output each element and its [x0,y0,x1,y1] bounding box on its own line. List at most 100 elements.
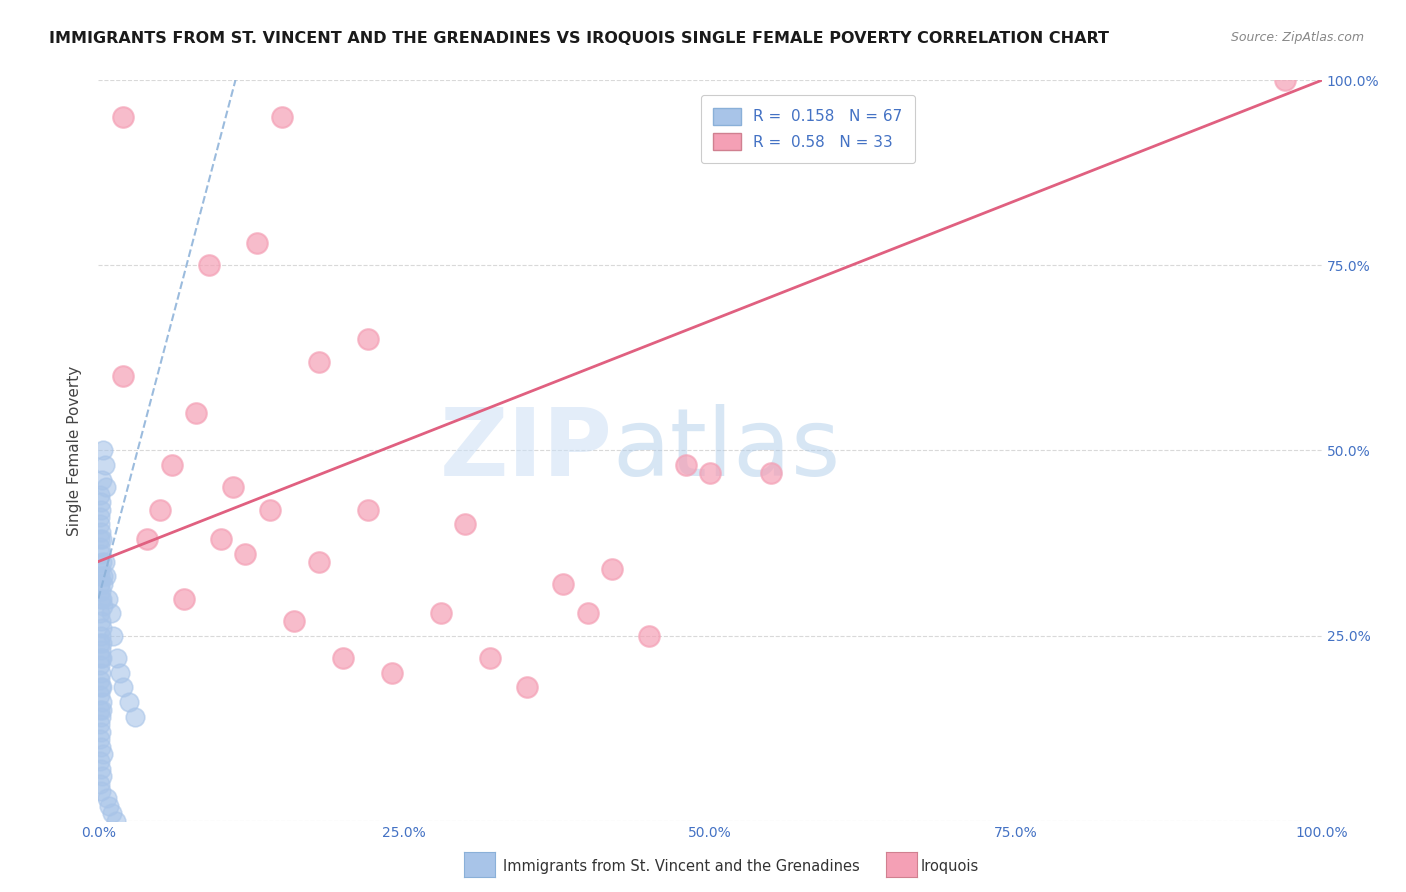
Point [94,569,117,583]
Point [93,555,115,569]
Point [90,628,112,642]
Point [90,495,112,509]
Point [233,547,256,561]
Point [90,547,112,561]
Point [332,650,354,665]
Point [454,517,477,532]
Point [197,259,219,273]
Point [91,636,114,650]
Point [553,576,575,591]
Point [91,569,114,583]
Text: atlas: atlas [612,404,841,497]
Point [89,636,111,650]
Point [209,533,232,547]
Point [160,458,183,473]
Point [90,665,112,680]
Point [90,681,112,695]
Point [110,665,132,680]
Point [94,480,117,494]
Point [104,814,127,828]
Point [89,569,111,583]
Point [283,614,305,628]
Point [270,111,294,125]
Point [576,607,599,621]
Point [89,533,111,547]
Point [89,776,111,791]
Point [90,650,112,665]
Text: Source: ZipAtlas.com: Source: ZipAtlas.com [1230,31,1364,45]
Point [381,665,404,680]
Point [89,540,111,554]
Point [101,806,124,821]
Point [90,584,112,599]
Point [90,614,112,628]
Point [430,607,453,621]
Point [91,591,114,606]
Point [101,628,124,642]
Point [89,488,111,502]
Point [91,681,114,695]
Point [246,236,269,251]
Point [222,480,245,494]
Point [637,628,661,642]
Point [96,791,118,805]
Point [356,332,378,346]
Point [89,717,111,731]
Point [90,502,112,516]
Point [97,591,120,606]
Point [308,354,330,368]
Point [111,369,134,384]
Text: Iroquois: Iroquois [921,859,979,873]
Point [91,443,114,458]
Point [1274,73,1296,87]
Text: ZIP: ZIP [439,404,612,497]
Point [89,703,111,717]
Text: Immigrants from St. Vincent and the Grenadines: Immigrants from St. Vincent and the Gren… [503,859,860,873]
Point [89,562,111,576]
Point [90,724,112,739]
Point [89,673,111,687]
Point [89,607,111,621]
Point [89,688,111,702]
Point [90,710,112,724]
Point [91,576,114,591]
Point [89,517,111,532]
Point [149,502,172,516]
Point [118,695,141,709]
Point [111,111,134,125]
Point [91,599,114,613]
Point [98,798,121,813]
Point [90,762,112,776]
Point [699,466,721,480]
Point [90,591,112,606]
Point [91,695,114,709]
Point [91,703,114,717]
Text: IMMIGRANTS FROM ST. VINCENT AND THE GRENADINES VS IROQUOIS SINGLE FEMALE POVERTY: IMMIGRANTS FROM ST. VINCENT AND THE GREN… [49,31,1109,46]
Point [90,739,112,754]
Y-axis label: Single Female Poverty: Single Female Poverty [67,366,83,535]
Legend: R =  0.158   N = 67, R =  0.58   N = 33: R = 0.158 N = 67, R = 0.58 N = 33 [702,95,914,162]
Point [91,473,114,487]
Point [356,502,378,516]
Point [91,650,114,665]
Point [89,510,111,524]
Point [173,591,195,606]
Point [761,466,783,480]
Point [105,650,128,665]
Point [90,643,112,657]
Point [91,747,114,761]
Point [90,784,112,798]
Point [100,607,122,621]
Point [259,502,281,516]
Point [91,555,114,569]
Point [89,732,111,747]
Point [89,755,111,769]
Point [89,576,111,591]
Point [478,650,501,665]
Point [91,533,114,547]
Point [111,681,134,695]
Point [515,681,537,695]
Point [136,533,159,547]
Point [186,407,208,421]
Point [308,555,330,569]
